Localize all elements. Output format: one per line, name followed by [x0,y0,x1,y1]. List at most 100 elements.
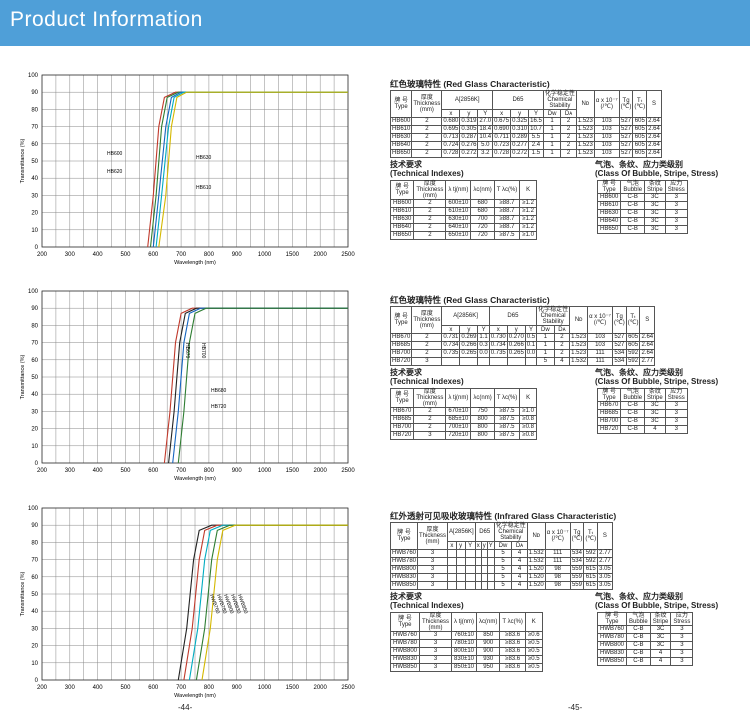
y-tick-label: 40 [31,176,38,182]
table-cell: 0.711 [492,133,512,142]
y-tick-label: 80 [31,323,38,329]
table-cell: 527 [618,141,634,150]
table-cell [447,549,457,558]
table-cell: 1.520 [526,573,546,582]
table-header-cell: S [646,90,662,118]
table-row: HB600 2 0.680 0.319 27.0 0.675 0.325 16.5 1 2 1.52… [389,117,662,126]
table-cell [464,565,476,574]
table-cell: C-B [620,225,646,234]
table-cell [455,581,466,590]
table-cell: 3C [644,193,666,202]
table-cell: 3 [419,655,453,664]
table-cell: HWB800 [389,647,421,656]
table-header-cell: α x 10⁻⁷ (/℃) [593,90,620,118]
table-cell: 3 [417,573,449,582]
table-cell: 103 [593,125,620,134]
table-cell: 2 [413,215,447,224]
table-header-row: 牌 号 Type 厚度 Thickness (mm) A[2856K] D65 化学稳定性 Ch… [389,90,662,118]
table-row: HB650 C-B 3C 3 [596,225,688,234]
table-cell: 10.4 [477,133,494,142]
table-cell: 0.265 [459,349,479,358]
table-header-cell: A[2856K] [441,306,490,326]
table-cell: 3C [649,641,672,650]
table-cell: 1.523 [575,117,595,126]
table-cell: 592 [583,549,599,558]
table-cell: 2 [413,223,447,232]
table-cell: 592 [583,557,599,566]
section-red-glass-2: 红色玻璃特性 (Red Glass Characteristic) 牌 号 Type… [389,294,740,484]
table-cell: 1 [542,125,562,134]
table-row: HWB780 C-B 3C 3 [596,633,694,642]
technical-indexes-title: 技术要求 (Technical Indexes) [390,160,464,178]
table-cell: 5 [493,581,513,590]
technical-indexes-table: 牌 号 Type 厚度 Thickness (mm) λ tj(nm) λc(nm) T λc… [389,388,537,441]
table-cell: 2 [560,133,577,142]
table-cell: 3 [419,663,453,672]
table-cell [455,557,466,566]
table-cell: 0.289 [510,133,530,142]
table-cell: 3 [664,417,688,427]
table-cell: HB685 [596,409,622,419]
chart-red-glass-1: 0 10 20 30 40 50 60 70 80 90 100 200 300 400 500 600 700… [0,67,380,277]
table-cell: 103 [593,149,620,158]
table-row: HWB850 3 850±10 950 ≥83.6 ≥0.5 [389,663,543,672]
y-tick-label: 80 [31,107,38,113]
x-tick-label: 400 [93,252,104,258]
table-header-cell: Dᴡ [493,541,513,550]
y-tick-label: 0 [35,245,39,251]
table-header-cell: 化学稳定性 Chemical Stability [493,522,528,542]
table-cell: 3C [644,201,666,210]
table-cell: ≥87.5 [493,415,521,425]
y-tick-label: 40 [31,392,38,398]
y-tick-label: 80 [31,540,38,546]
series-line [183,524,348,681]
table-cell: 685±10 [445,415,472,425]
table-cell: 0.5 [524,333,538,342]
table-cell: 2.64 [639,349,656,358]
table-header-cell: Tɡ (℃) [611,306,627,334]
table-cell: 900 [476,647,501,656]
table-cell: 111 [544,557,571,566]
series-line [149,91,348,248]
x-tick-label: 600 [148,685,159,691]
table-cell [455,573,466,582]
table-cell: 0.269 [459,333,479,342]
table-row: HWB800 C-B 3C 3 [596,641,694,650]
table-cell: 0.310 [510,125,530,134]
table-cell: 3 [670,633,694,642]
table-cell: ≥88.7 [493,199,521,208]
x-tick-label: 2000 [314,468,328,474]
table-row: HB640 C-B 3C 3 [596,217,688,226]
table-cell: 98 [544,573,571,582]
y-tick-label: 10 [31,444,38,450]
section-title: 红色玻璃特性 (Red Glass Characteristic) [390,295,550,305]
table-header-cell: 牌 号 Type [389,180,415,200]
table-cell [464,549,476,558]
table-cell [441,357,461,366]
table-cell: 615 [583,581,599,590]
chart-infrared-glass: 0 10 20 30 40 50 60 70 80 90 100 200 300 400 500 600 700… [0,500,380,710]
table-cell: 0.325 [510,117,530,126]
table-cell: 2.64 [646,125,662,134]
table-header-cell: λ tj(nm) [451,612,478,632]
table-cell: 559 [569,581,585,590]
chart-red-glass-2: 0 10 20 30 40 50 60 70 80 90 100 200 300 400 500 600 700… [0,283,380,493]
plot-frame [41,507,349,681]
table-cell: ≥0.5 [524,647,543,656]
table-header-cell: T λc(%) [493,388,521,409]
series-line [177,524,348,681]
table-cell: 605 [625,333,641,342]
x-tick-label: 300 [65,468,76,474]
chart-svg: 0 10 20 30 40 50 60 70 80 90 100 200 300 400 500 600 700… [20,73,355,266]
table-header-cell: x [441,109,461,118]
table-row: HWB830 3 830±10 930 ≥83.6 ≥0.5 [389,655,543,664]
table-cell: 605 [625,341,641,350]
property-table: 牌 号 Type 厚度 Thickness (mm) A[2856K] D65 化学稳定性 Ch… [389,90,662,158]
table-row: HB670 2 670±10 750 ≥87.5 ≥1.0 [389,407,537,417]
table-cell: HWB760 [389,631,421,640]
table-cell: 2 [413,207,447,216]
table-header-cell: Tɡ (℃) [618,90,634,118]
table-cell: ≥87.5 [493,407,521,417]
table-cell: 3 [413,431,447,441]
table-row: HB700 2 0.735 0.265 0.0 0.735 0.265 0.0 1 2 1.523 1… [389,349,656,358]
